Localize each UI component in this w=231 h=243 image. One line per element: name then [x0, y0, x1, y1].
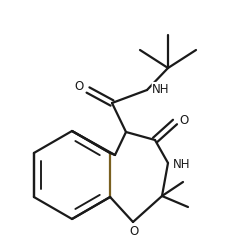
Text: NH: NH [173, 157, 191, 171]
Text: O: O [179, 113, 189, 127]
Text: O: O [129, 225, 139, 237]
Text: O: O [74, 79, 84, 93]
Text: NH: NH [152, 83, 170, 95]
